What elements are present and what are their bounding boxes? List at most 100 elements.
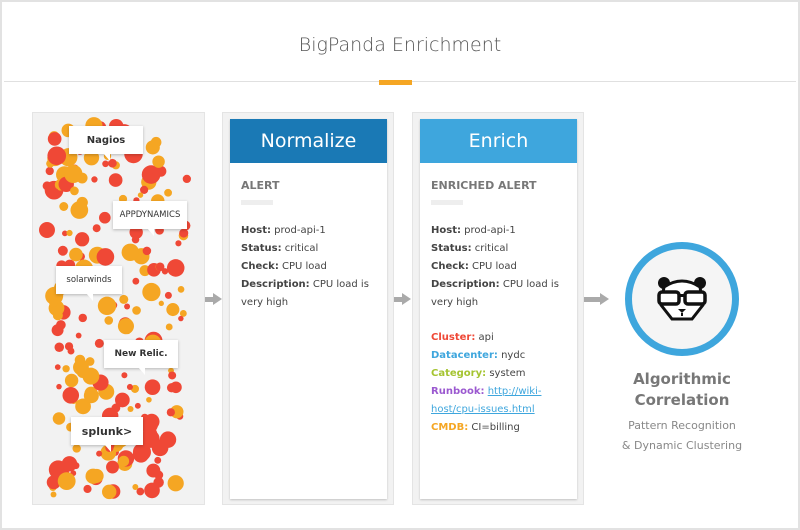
alert-dot bbox=[154, 456, 162, 464]
alert-dot bbox=[178, 315, 184, 322]
alert-dot bbox=[137, 192, 144, 198]
alert-dot bbox=[102, 484, 117, 500]
field-value: api bbox=[478, 332, 494, 343]
field-value: CPU load bbox=[282, 261, 327, 272]
alert-dot bbox=[74, 232, 90, 247]
alert-dot bbox=[54, 364, 61, 371]
alert-dot bbox=[82, 367, 100, 385]
alert-dot bbox=[111, 403, 121, 413]
alert-dots bbox=[39, 117, 192, 500]
enriched-alert-subtitle: ENRICHED ALERT bbox=[431, 179, 537, 192]
alert-dot bbox=[54, 342, 65, 353]
alert-dot bbox=[102, 160, 109, 168]
alert-dot bbox=[142, 282, 161, 302]
alert-dot bbox=[61, 456, 78, 472]
source-appdynamics[interactable]: APPDYNAMICS bbox=[113, 201, 187, 236]
alert-dot bbox=[49, 299, 58, 308]
alert-dot bbox=[57, 245, 68, 256]
alert-dot bbox=[64, 342, 74, 351]
field-value: system bbox=[489, 368, 526, 379]
normalize-header: Normalize bbox=[230, 119, 387, 163]
source-label: splunk> bbox=[81, 424, 133, 438]
alert-dot bbox=[117, 318, 134, 335]
field-value: CI=billing bbox=[471, 422, 520, 433]
field-value: CPU load bbox=[472, 261, 517, 272]
field-label: Category: bbox=[431, 368, 487, 379]
alert-dot bbox=[136, 487, 145, 496]
alert-dot bbox=[75, 332, 82, 339]
alert-dot bbox=[64, 373, 79, 388]
source-new-relic[interactable]: New Relic. bbox=[104, 340, 178, 375]
sources-panel: Nagios APPDYNAMICS solarwinds New Relic.… bbox=[32, 112, 205, 505]
alert-dot bbox=[72, 444, 81, 453]
alert-dot bbox=[78, 313, 88, 323]
alert-dot bbox=[126, 383, 134, 391]
alert-dot bbox=[70, 186, 79, 196]
alert-dot bbox=[89, 468, 104, 483]
alert-dot bbox=[132, 277, 140, 285]
alert-dot bbox=[74, 354, 86, 366]
source-label: APPDYNAMICS bbox=[119, 210, 181, 220]
alert-dot bbox=[166, 383, 177, 393]
alert-dot bbox=[94, 338, 104, 348]
alert-fields: Host: prod-api-1 Status: critical Check: C… bbox=[241, 222, 377, 312]
alert-dot bbox=[167, 475, 184, 492]
alert-dot bbox=[132, 484, 139, 491]
alert-dot bbox=[56, 320, 66, 330]
field-label: Runbook: bbox=[431, 386, 485, 397]
field-label: Datacenter: bbox=[431, 350, 498, 361]
alert-dot bbox=[144, 482, 160, 499]
field-label: Cluster: bbox=[431, 332, 476, 343]
field-value: critical bbox=[284, 243, 319, 254]
alert-dot bbox=[144, 379, 161, 395]
field-value: CPU load is very high bbox=[241, 279, 369, 308]
runbook-link[interactable]: http://wiki-host/cpu-issues.html bbox=[431, 386, 542, 415]
source-solarwinds[interactable]: solarwinds bbox=[56, 266, 122, 301]
alert-dot bbox=[99, 211, 111, 224]
alert-dot bbox=[127, 405, 134, 412]
field-value: prod-api-1 bbox=[274, 225, 326, 236]
alert-dot bbox=[182, 174, 192, 184]
alert-dot bbox=[132, 442, 151, 462]
alert-dot bbox=[59, 202, 69, 211]
field-row: Status: critical bbox=[241, 240, 377, 258]
alert-dot bbox=[146, 396, 152, 403]
enriched-fields: Host: prod-api-1 Status: critical Check: C… bbox=[431, 222, 567, 312]
field-row: Check: CPU load bbox=[431, 258, 567, 276]
alert-dot bbox=[57, 472, 76, 491]
normalize-card: Normalize ALERT Host: prod-api-1 Status: … bbox=[230, 119, 387, 499]
field-label: Description: bbox=[431, 279, 500, 290]
source-splunk[interactable]: splunk> bbox=[71, 417, 143, 452]
subtitle-line: & Dynamic Clustering bbox=[621, 439, 743, 452]
field-label: Host: bbox=[431, 225, 461, 236]
field-row: Category: system bbox=[431, 365, 567, 383]
field-label: Host: bbox=[241, 225, 271, 236]
alert-dot bbox=[64, 164, 83, 184]
field-row: Cluster: api bbox=[431, 329, 567, 347]
field-row: Datacenter: nydc bbox=[431, 347, 567, 365]
enrich-card: Enrich ENRICHED ALERT Host: prod-api-1 St… bbox=[420, 119, 577, 499]
alert-dot bbox=[108, 158, 117, 168]
alert-dot bbox=[155, 262, 165, 272]
alert-dot bbox=[121, 243, 140, 262]
alert-dot bbox=[146, 463, 161, 478]
enrichment-fields: Cluster: api Datacenter: nydc Category: sy… bbox=[431, 329, 567, 437]
alert-dot bbox=[62, 230, 68, 237]
alert-dot bbox=[62, 387, 80, 404]
alert-dot bbox=[134, 402, 141, 409]
panda-glasses-icon bbox=[657, 277, 707, 321]
field-value: critical bbox=[474, 243, 509, 254]
alert-dot bbox=[142, 246, 152, 256]
field-value: CPU load is very high bbox=[431, 279, 559, 308]
placeholder-bar bbox=[241, 200, 273, 205]
correlation-title: Algorithmic Correlation bbox=[612, 369, 752, 411]
alert-dot bbox=[96, 450, 103, 457]
alert-dot bbox=[45, 166, 54, 176]
alert-dot bbox=[92, 224, 101, 233]
alert-dot bbox=[158, 300, 164, 306]
alert-dot bbox=[132, 306, 141, 315]
field-row: Host: prod-api-1 bbox=[431, 222, 567, 240]
source-nagios[interactable]: Nagios bbox=[69, 126, 143, 161]
source-label: New Relic. bbox=[114, 349, 168, 359]
